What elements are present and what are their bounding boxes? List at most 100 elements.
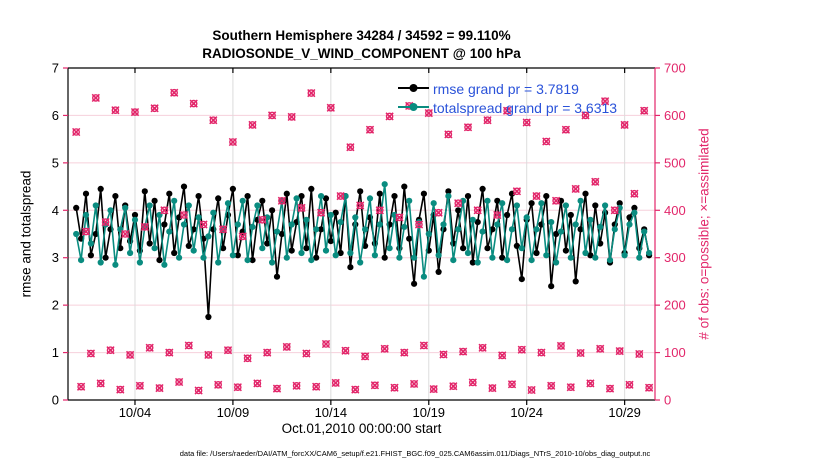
obs-o-circle [160, 206, 169, 215]
totalspread-marker [244, 257, 251, 264]
totalspread-marker [215, 259, 222, 266]
rmse-marker [112, 193, 119, 200]
totalspread-marker [366, 195, 374, 202]
totalspread-marker [572, 221, 579, 228]
obs-count-marker [439, 350, 448, 359]
obs-center-dot [637, 352, 641, 356]
obs-o-circle [434, 208, 443, 217]
obs-o-circle [483, 116, 492, 124]
rmse-marker [479, 185, 486, 192]
obs-count-marker [502, 106, 512, 115]
obs-o-circle [145, 343, 154, 352]
obs-o-circle [415, 220, 423, 229]
obs-center-dot [163, 208, 166, 212]
obs-o-circle [503, 106, 511, 115]
obs-count-marker [586, 379, 595, 388]
totalspread-marker [210, 209, 217, 216]
obs-center-dot [133, 110, 137, 114]
totalspread-marker [445, 193, 452, 200]
totalspread-marker [122, 204, 129, 211]
left-tick-label: 7 [52, 61, 59, 76]
totalspread-marker [606, 257, 614, 264]
totalspread-marker [567, 254, 574, 261]
totalspread-marker [97, 259, 104, 266]
obs-count-marker [302, 349, 311, 358]
obs-center-dot [564, 128, 568, 132]
obs-center-dot [143, 225, 147, 229]
totalspread-marker [176, 254, 183, 261]
totalspread-marker [455, 226, 462, 233]
obs-o-circle [278, 196, 286, 205]
obs-count-marker [591, 177, 600, 186]
rmse-marker [469, 259, 476, 266]
obs-center-dot [471, 381, 475, 384]
obs-center-dot [94, 96, 98, 100]
obs-o-circle [351, 385, 360, 394]
obs-count-marker [600, 97, 610, 106]
obs-center-dot [500, 354, 504, 357]
totalspread-marker [641, 228, 648, 235]
obs-count-marker [517, 345, 526, 354]
totalspread-marker [513, 202, 521, 209]
obs-count-marker [630, 189, 639, 198]
x-tick-label: 10/04 [119, 405, 152, 420]
obs-o-circle [562, 125, 570, 134]
obs-center-dot [216, 383, 220, 387]
obs-count-marker [395, 213, 404, 222]
rmse-marker [567, 211, 574, 219]
obs-count-marker [248, 120, 257, 130]
obs-center-dot [172, 91, 176, 95]
obs-o-circle [464, 123, 472, 132]
obs-o-circle [131, 108, 139, 116]
obs-count-marker [277, 196, 287, 205]
obs-o-circle [620, 121, 629, 129]
rmse-marker [146, 240, 153, 247]
obs-center-dot [114, 108, 117, 112]
totalspread-line [75, 184, 650, 277]
legend-totalspread-marker [409, 103, 418, 111]
obs-o-circle [395, 213, 404, 222]
left-tick-label: 0 [52, 393, 59, 408]
obs-count-marker [121, 229, 130, 239]
rmse-marker [273, 273, 281, 280]
obs-center-dot [505, 109, 509, 113]
obs-count-marker [326, 103, 335, 112]
obs-o-circle [532, 192, 541, 200]
obs-o-circle [508, 380, 516, 389]
obs-o-circle [87, 349, 95, 358]
rmse-marker [303, 245, 310, 252]
right-tick-label: 0 [664, 393, 671, 408]
obs-o-circle [243, 354, 252, 363]
totalspread-marker [621, 252, 628, 259]
obs-count-marker [615, 346, 624, 356]
rmse-marker [420, 190, 427, 197]
totalspread-marker [269, 259, 276, 266]
obs-count-marker [561, 125, 571, 134]
obs-o-circle [596, 344, 605, 353]
totalspread-marker [313, 226, 320, 233]
totalspread-marker [283, 254, 290, 261]
rmse-marker [298, 193, 305, 200]
left-axis-label: rmse and totalspread [18, 170, 34, 298]
totalspread-marker [587, 216, 594, 223]
obs-o-circle [233, 383, 242, 392]
obs-count-marker [140, 222, 149, 232]
rmse-marker [322, 195, 330, 202]
obs-count-marker [360, 352, 370, 361]
x-axis-label: Oct.01,2010 00:00:00 start [281, 421, 442, 436]
right-tick-label: 700 [664, 61, 686, 76]
totalspread-marker [420, 273, 427, 280]
obs-count-marker [454, 199, 463, 208]
obs-center-dot [187, 344, 191, 347]
obs-o-circle [140, 223, 149, 231]
obs-center-dot [530, 388, 533, 392]
obs-count-marker [243, 354, 252, 363]
obs-count-marker [125, 350, 135, 360]
obs-center-dot [608, 387, 612, 390]
obs-center-dot [466, 125, 470, 129]
obs-o-circle [371, 381, 379, 390]
rmse-marker [401, 183, 408, 190]
obs-count-marker [473, 206, 482, 215]
obs-center-dot [285, 345, 289, 349]
totalspread-marker [430, 200, 437, 207]
